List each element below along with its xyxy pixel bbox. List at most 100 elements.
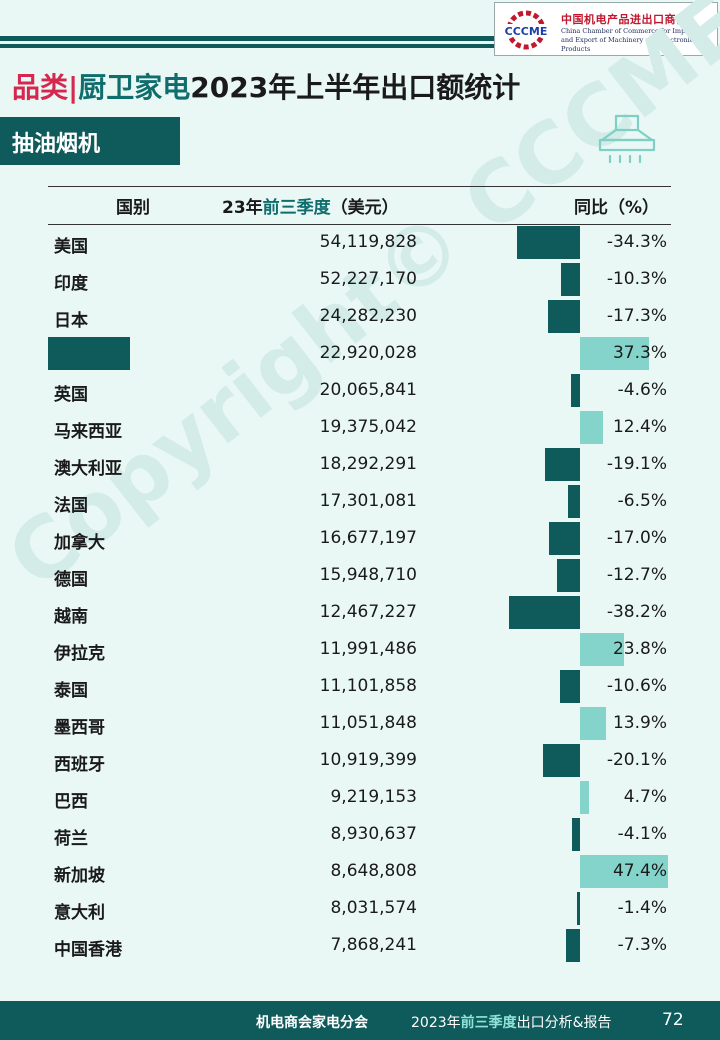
yoy-cell: -17.3% bbox=[606, 306, 667, 326]
table-row: 新加坡 8,648,808 47.4% bbox=[48, 854, 671, 890]
yoy-bar bbox=[567, 485, 580, 518]
yoy-cell: -4.1% bbox=[617, 824, 667, 844]
yoy-bar bbox=[560, 670, 580, 703]
yoy-cell: -38.2% bbox=[606, 602, 667, 622]
export-value-cell: 11,101,858 bbox=[319, 676, 417, 696]
country-cell: 马来西亚 bbox=[54, 422, 122, 442]
yoy-cell: 13.9% bbox=[612, 713, 667, 733]
country-cell: 英国 bbox=[54, 385, 88, 405]
footer-org: 机电商会家电分会 bbox=[256, 1015, 368, 1031]
range-hood-icon bbox=[598, 114, 656, 164]
export-value-cell: 11,051,848 bbox=[319, 713, 417, 733]
yoy-cell: -7.3% bbox=[617, 935, 667, 955]
export-value-cell: 8,930,637 bbox=[330, 824, 417, 844]
country-cell: 法国 bbox=[54, 496, 88, 516]
yoy-cell: -34.3% bbox=[606, 232, 667, 252]
export-value-cell: 19,375,042 bbox=[319, 417, 417, 437]
export-value-cell: 24,282,230 bbox=[319, 306, 417, 326]
redacted-country bbox=[48, 337, 130, 370]
export-value-cell: 12,467,227 bbox=[319, 602, 417, 622]
export-value-cell: 10,919,399 bbox=[319, 750, 417, 770]
logo-org-name-cn: 中国机电产品进出口商会 bbox=[561, 13, 688, 26]
country-cell: 新加坡 bbox=[54, 866, 105, 886]
yoy-bar bbox=[571, 374, 580, 407]
country-cell: 美国 bbox=[54, 237, 88, 257]
column-header-value: 23年前三季度（美元） bbox=[222, 193, 399, 218]
table-row: 巴西 9,219,153 4.7% bbox=[48, 780, 671, 816]
yoy-cell: -4.6% bbox=[617, 380, 667, 400]
yoy-cell: -20.1% bbox=[606, 750, 667, 770]
yoy-bar bbox=[580, 707, 606, 740]
title-product-group: 厨卫家电 bbox=[78, 71, 191, 104]
page-number: 72 bbox=[662, 1010, 684, 1030]
logo-en-line2: and Export of Machinery and Electronic P… bbox=[561, 36, 694, 53]
export-value-cell: 54,119,828 bbox=[319, 232, 417, 252]
table-row: 22,920,028 37.3% bbox=[48, 336, 671, 372]
table-row: 印度 52,227,170 -10.3% bbox=[48, 262, 671, 298]
table-row: 泰国 11,101,858 -10.6% bbox=[48, 669, 671, 705]
footer-report-title: 2023年前三季度出口分析&报告 bbox=[411, 1012, 612, 1032]
table-row: 加拿大 16,677,197 -17.0% bbox=[48, 521, 671, 557]
table-row: 英国 20,065,841 -4.6% bbox=[48, 373, 671, 409]
export-value-cell: 9,219,153 bbox=[330, 787, 417, 807]
yoy-cell: -1.4% bbox=[617, 898, 667, 918]
table-row: 中国香港 7,868,241 -7.3% bbox=[48, 928, 671, 964]
table-rule bbox=[48, 224, 671, 225]
export-value-cell: 17,301,081 bbox=[319, 491, 417, 511]
column-header-value-prefix: 23年 bbox=[222, 198, 263, 218]
country-cell: 加拿大 bbox=[54, 533, 105, 553]
yoy-bar bbox=[542, 744, 580, 777]
table-row: 墨西哥 11,051,848 13.9% bbox=[48, 706, 671, 742]
country-cell: 荷兰 bbox=[54, 829, 88, 849]
table-rule bbox=[48, 186, 671, 187]
yoy-bar bbox=[566, 929, 580, 962]
page-title: 品类|厨卫家电2023年上半年出口额统计 bbox=[12, 66, 520, 106]
logo-mark-text: CCCME bbox=[505, 25, 548, 38]
export-value-cell: 52,227,170 bbox=[319, 269, 417, 289]
export-value-cell: 18,292,291 bbox=[319, 454, 417, 474]
yoy-cell: -19.1% bbox=[606, 454, 667, 474]
footer-report-prefix: 2023年 bbox=[411, 1015, 461, 1031]
column-header-value-suffix: （美元） bbox=[330, 198, 399, 218]
yoy-bar bbox=[580, 337, 649, 370]
table-row: 荷兰 8,930,637 -4.1% bbox=[48, 817, 671, 853]
footer-report-suffix: 出口分析&报告 bbox=[516, 1015, 612, 1031]
country-cell: 西班牙 bbox=[54, 755, 105, 775]
yoy-cell: 12.4% bbox=[612, 417, 667, 437]
table-row: 西班牙 10,919,399 -20.1% bbox=[48, 743, 671, 779]
yoy-cell: -10.3% bbox=[606, 269, 667, 289]
yoy-bar bbox=[556, 559, 580, 592]
column-header-value-accent: 前三季度 bbox=[262, 198, 331, 218]
yoy-cell: -6.5% bbox=[617, 491, 667, 511]
export-value-cell: 22,920,028 bbox=[319, 343, 417, 363]
yoy-bar bbox=[580, 411, 603, 444]
country-cell: 中国香港 bbox=[54, 940, 122, 960]
yoy-cell: 37.3% bbox=[612, 343, 667, 363]
logo-org-name-en: China Chamber of Commerce for Import and… bbox=[561, 27, 717, 54]
column-header-country: 国别 bbox=[116, 198, 150, 218]
yoy-bar bbox=[548, 522, 580, 555]
title-separator: | bbox=[68, 71, 79, 104]
yoy-bar bbox=[580, 781, 589, 814]
yoy-bar bbox=[560, 263, 580, 296]
table-row: 德国 15,948,710 -12.7% bbox=[48, 558, 671, 594]
yoy-bar bbox=[509, 596, 580, 629]
export-value-cell: 15,948,710 bbox=[319, 565, 417, 585]
cccme-logo: CCCME 中国机电产品进出口商会 China Chamber of Comme… bbox=[494, 2, 718, 56]
footer-report-accent: 前三季度 bbox=[460, 1015, 517, 1031]
table-row: 马来西亚 19,375,042 12.4% bbox=[48, 410, 671, 446]
country-cell: 澳大利亚 bbox=[54, 459, 122, 479]
country-cell: 意大利 bbox=[54, 903, 105, 923]
export-value-cell: 16,677,197 bbox=[319, 528, 417, 548]
table-row: 越南 12,467,227 -38.2% bbox=[48, 595, 671, 631]
yoy-cell: 47.4% bbox=[612, 861, 667, 881]
export-value-cell: 8,031,574 bbox=[330, 898, 417, 918]
export-value-cell: 8,648,808 bbox=[330, 861, 417, 881]
yoy-bar bbox=[580, 855, 668, 888]
yoy-bar bbox=[580, 633, 625, 666]
yoy-bar bbox=[572, 818, 580, 851]
country-cell: 泰国 bbox=[54, 681, 88, 701]
country-cell: 日本 bbox=[54, 311, 88, 331]
yoy-bar bbox=[544, 448, 580, 481]
